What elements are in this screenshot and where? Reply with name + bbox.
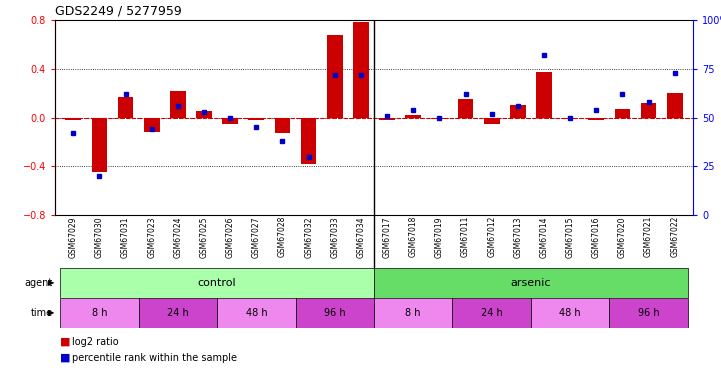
Text: GSM67031: GSM67031 (121, 216, 130, 258)
Bar (432, 117, 447, 119)
Text: GSM67026: GSM67026 (226, 216, 235, 258)
Text: GSM67034: GSM67034 (356, 216, 366, 258)
Text: GSM67023: GSM67023 (147, 216, 156, 258)
Text: 8 h: 8 h (92, 308, 107, 318)
Bar (327, 34, 342, 117)
Text: GSM67025: GSM67025 (200, 216, 208, 258)
Bar (222, 117, 238, 124)
Text: GSM67032: GSM67032 (304, 216, 313, 258)
Text: ■: ■ (60, 337, 74, 347)
Text: 96 h: 96 h (638, 308, 660, 318)
Bar (667, 93, 683, 117)
Bar (61, 298, 138, 328)
Bar (510, 105, 526, 117)
Text: GSM67017: GSM67017 (383, 216, 392, 258)
Text: GSM67029: GSM67029 (68, 216, 78, 258)
Bar (614, 109, 630, 117)
Bar (562, 117, 578, 119)
Bar (609, 298, 688, 328)
Bar (641, 103, 656, 117)
Text: 48 h: 48 h (559, 308, 581, 318)
Bar (301, 117, 317, 164)
Bar (379, 117, 395, 120)
Bar (374, 298, 453, 328)
Text: GSM67013: GSM67013 (513, 216, 522, 258)
Bar (196, 111, 212, 117)
Text: control: control (198, 278, 236, 288)
Text: ▶: ▶ (48, 279, 54, 288)
Text: 96 h: 96 h (324, 308, 345, 318)
Text: GSM67030: GSM67030 (95, 216, 104, 258)
Bar (458, 99, 474, 117)
Text: arsenic: arsenic (510, 278, 551, 288)
Text: GSM67015: GSM67015 (565, 216, 575, 258)
Bar (144, 117, 159, 132)
Text: GSM67024: GSM67024 (173, 216, 182, 258)
Text: GSM67020: GSM67020 (618, 216, 627, 258)
Text: GSM67033: GSM67033 (330, 216, 340, 258)
Text: GDS2249 / 5277959: GDS2249 / 5277959 (55, 5, 182, 18)
Bar (296, 298, 374, 328)
Text: GSM67028: GSM67028 (278, 216, 287, 257)
Bar (92, 117, 107, 172)
Text: ■: ■ (60, 353, 74, 363)
Text: 24 h: 24 h (167, 308, 189, 318)
Bar (353, 22, 368, 117)
Text: time: time (31, 308, 53, 318)
Bar (275, 117, 291, 134)
Bar (66, 117, 81, 120)
Bar (118, 97, 133, 117)
Text: GSM67016: GSM67016 (592, 216, 601, 258)
Text: log2 ratio: log2 ratio (72, 337, 119, 347)
Bar (453, 298, 531, 328)
Bar (374, 268, 688, 298)
Text: GSM67012: GSM67012 (487, 216, 496, 257)
Bar (588, 117, 604, 120)
Text: 24 h: 24 h (481, 308, 503, 318)
Bar (61, 268, 374, 298)
Bar (531, 298, 609, 328)
Text: GSM67011: GSM67011 (461, 216, 470, 257)
Text: GSM67019: GSM67019 (435, 216, 444, 258)
Bar (138, 298, 217, 328)
Text: 48 h: 48 h (246, 308, 267, 318)
Bar (536, 72, 552, 117)
Bar (249, 117, 264, 120)
Text: 8 h: 8 h (405, 308, 421, 318)
Text: GSM67027: GSM67027 (252, 216, 261, 258)
Text: GSM67018: GSM67018 (409, 216, 417, 257)
Text: ▶: ▶ (48, 309, 54, 318)
Text: percentile rank within the sample: percentile rank within the sample (72, 353, 237, 363)
Bar (484, 117, 500, 124)
Text: agent: agent (25, 278, 53, 288)
Text: GSM67022: GSM67022 (671, 216, 679, 257)
Text: GSM67014: GSM67014 (539, 216, 549, 258)
Bar (217, 298, 296, 328)
Text: GSM67021: GSM67021 (644, 216, 653, 257)
Bar (170, 91, 186, 117)
Bar (405, 115, 421, 117)
